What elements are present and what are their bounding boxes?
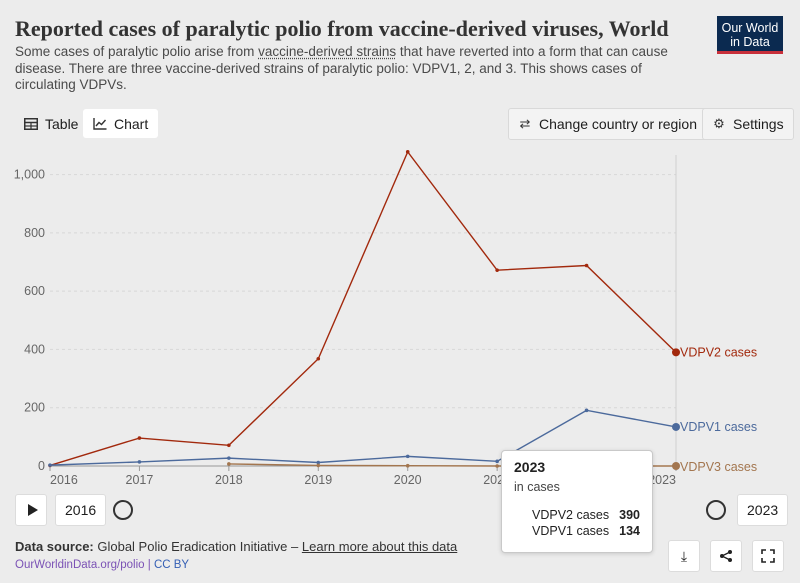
vaccine-derived-strains-link[interactable]: vaccine-derived strains: [258, 44, 397, 59]
table-icon: [24, 117, 38, 131]
tooltip-row: VDPV1 cases 134: [514, 524, 640, 538]
timeline-start-handle[interactable]: [113, 500, 133, 520]
data-point: [137, 436, 142, 440]
series-label: VDPV1 cases: [680, 420, 757, 434]
data-point: [227, 443, 231, 448]
data-point: [584, 263, 589, 268]
data-point: [316, 356, 321, 361]
series-label: VDPV3 cases: [680, 460, 757, 474]
share-button[interactable]: [710, 540, 742, 572]
data-point: [495, 464, 499, 468]
data-point: [672, 422, 680, 431]
change-country-label: Change country or region: [539, 116, 697, 132]
settings-button[interactable]: ⚙ Settings: [702, 108, 794, 140]
data-point: [584, 408, 589, 413]
subtitle-text-2: that have reverted into a form that can …: [15, 44, 668, 92]
y-tick-label: 800: [24, 226, 45, 240]
fullscreen-icon: [761, 549, 775, 563]
y-tick-label: 200: [24, 401, 45, 415]
tooltip-row: VDPV2 cases 390: [514, 508, 640, 522]
logo-line-2: in Data: [730, 35, 770, 49]
owid-logo[interactable]: Our World in Data: [717, 16, 783, 54]
data-point: [405, 454, 410, 459]
play-icon: [27, 504, 38, 516]
license-link[interactable]: CC BY: [153, 559, 190, 571]
x-tick-label: 2017: [126, 473, 154, 487]
y-tick-label: 0: [38, 459, 45, 473]
chart-subtitle: Some cases of paralytic polio arise from…: [15, 44, 695, 94]
series-label: VDPV2 cases: [680, 345, 757, 359]
data-point: [316, 463, 321, 468]
data-source: Data source: Global Polio Eradication In…: [15, 539, 457, 554]
learn-more-link[interactable]: Learn more about this data: [301, 539, 458, 554]
tab-table[interactable]: Table: [14, 109, 88, 138]
tab-chart-label: Chart: [114, 115, 149, 132]
source-text: Global Polio Eradication Initiative –: [93, 539, 302, 554]
data-point: [227, 462, 231, 466]
tab-chart[interactable]: Chart: [83, 109, 159, 138]
owid-url-link[interactable]: OurWorldinData.org/polio: [15, 559, 145, 571]
footer-separator: |: [144, 559, 154, 571]
data-point: [495, 459, 499, 464]
end-year-box[interactable]: 2023: [737, 494, 789, 526]
data-point: [227, 456, 231, 460]
download-button[interactable]: ⤓: [668, 540, 700, 572]
data-point: [672, 348, 680, 357]
footer-links: OurWorldinData.org/polio | CC BY: [15, 559, 189, 571]
download-icon: ⤓: [680, 547, 688, 564]
tooltip-row-label: VDPV1 cases: [532, 524, 610, 538]
x-tick-label: 2018: [215, 473, 243, 487]
fullscreen-button[interactable]: [752, 540, 784, 572]
tooltip-row-value: 390: [619, 508, 640, 522]
start-year-box[interactable]: 2016: [55, 494, 107, 526]
data-point: [48, 463, 52, 467]
x-tick-label: 2019: [304, 473, 332, 487]
gear-icon: ⚙: [713, 116, 725, 131]
settings-label: Settings: [733, 116, 784, 132]
timeline-end-handle[interactable]: [706, 500, 726, 520]
y-tick-label: 400: [24, 342, 45, 356]
y-tick-label: 600: [24, 284, 45, 298]
share-icon: [720, 550, 732, 562]
change-country-button[interactable]: ⇄ Change country or region: [508, 108, 707, 140]
tooltip-unit: in cases: [514, 480, 560, 494]
data-point: [137, 460, 142, 464]
data-point: [48, 463, 52, 468]
hover-tooltip: 2023 in cases VDPV2 cases 390 VDPV1 cases…: [501, 450, 653, 553]
tooltip-row-value: 134: [619, 524, 640, 538]
x-tick-label: 2016: [50, 473, 78, 487]
data-point: [405, 150, 410, 154]
x-tick-label: 2020: [394, 473, 422, 487]
swap-arrows-icon: ⇄: [519, 116, 531, 131]
tooltip-year: 2023: [514, 459, 546, 475]
play-button[interactable]: [15, 494, 47, 526]
tooltip-row-label: VDPV2 cases: [532, 508, 610, 522]
logo-line-1: Our World: [721, 21, 779, 35]
data-point: [405, 463, 410, 468]
data-point: [672, 462, 680, 470]
tab-table-label: Table: [45, 115, 79, 132]
y-tick-label: 1,000: [14, 168, 45, 182]
line-chart-icon: [93, 117, 107, 131]
source-label: Data source:: [15, 539, 94, 554]
chart-title: Reported cases of paralytic polio from v…: [15, 16, 669, 41]
series-line: [49, 150, 677, 467]
subtitle-text-1: Some cases of paralytic polio arise from: [15, 44, 259, 59]
data-point: [316, 460, 321, 465]
data-point: [495, 268, 499, 272]
